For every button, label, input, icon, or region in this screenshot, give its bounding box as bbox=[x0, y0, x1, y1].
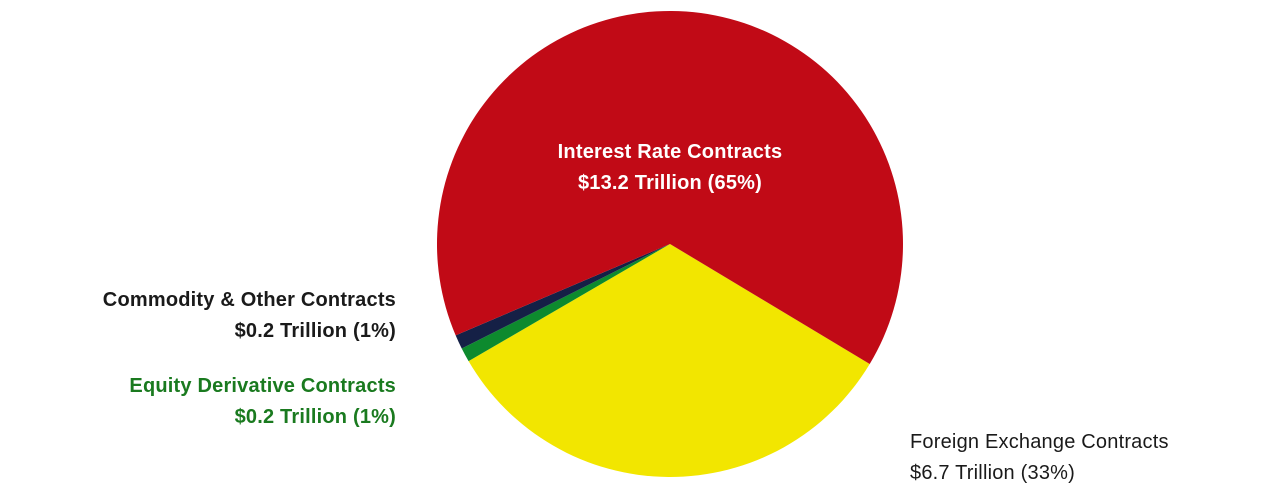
pie-slices bbox=[436, 11, 903, 477]
pie-slice-commodity-and-other-contracts bbox=[455, 244, 670, 349]
slice-label-amount: $0.2 Trillion (1%) bbox=[234, 320, 396, 342]
slice-label-equity-derivative-contracts: Equity Derivative Contracts $0.2 Trillio… bbox=[0, 371, 396, 433]
slice-label-name: Interest Rate Contracts bbox=[557, 141, 783, 163]
slice-label-commodity-other-contracts: Commodity & Other Contracts $0.2 Trillio… bbox=[0, 285, 396, 347]
pie-slice-interest-rate-contracts bbox=[436, 11, 903, 365]
pie-slice-equity-derivative-contracts bbox=[461, 244, 670, 362]
pie-slice-foreign-exchange-contracts bbox=[468, 244, 870, 477]
slice-label-interest-rate-contracts: Interest Rate Contracts $13.2 Trillion (… bbox=[470, 137, 870, 199]
slice-label-amount: $6.7 Trillion (33%) bbox=[910, 462, 1075, 484]
slice-label-name: Equity Derivative Contracts bbox=[129, 375, 396, 397]
slice-label-amount: $13.2 Trillion (65%) bbox=[577, 172, 763, 194]
slice-label-name: Foreign Exchange Contracts bbox=[910, 431, 1169, 453]
slice-label-amount: $0.2 Trillion (1%) bbox=[234, 406, 396, 428]
slice-label-foreign-exchange-contracts: Foreign Exchange Contracts $6.7 Trillion… bbox=[910, 427, 1260, 489]
slice-label-name: Commodity & Other Contracts bbox=[102, 289, 396, 311]
